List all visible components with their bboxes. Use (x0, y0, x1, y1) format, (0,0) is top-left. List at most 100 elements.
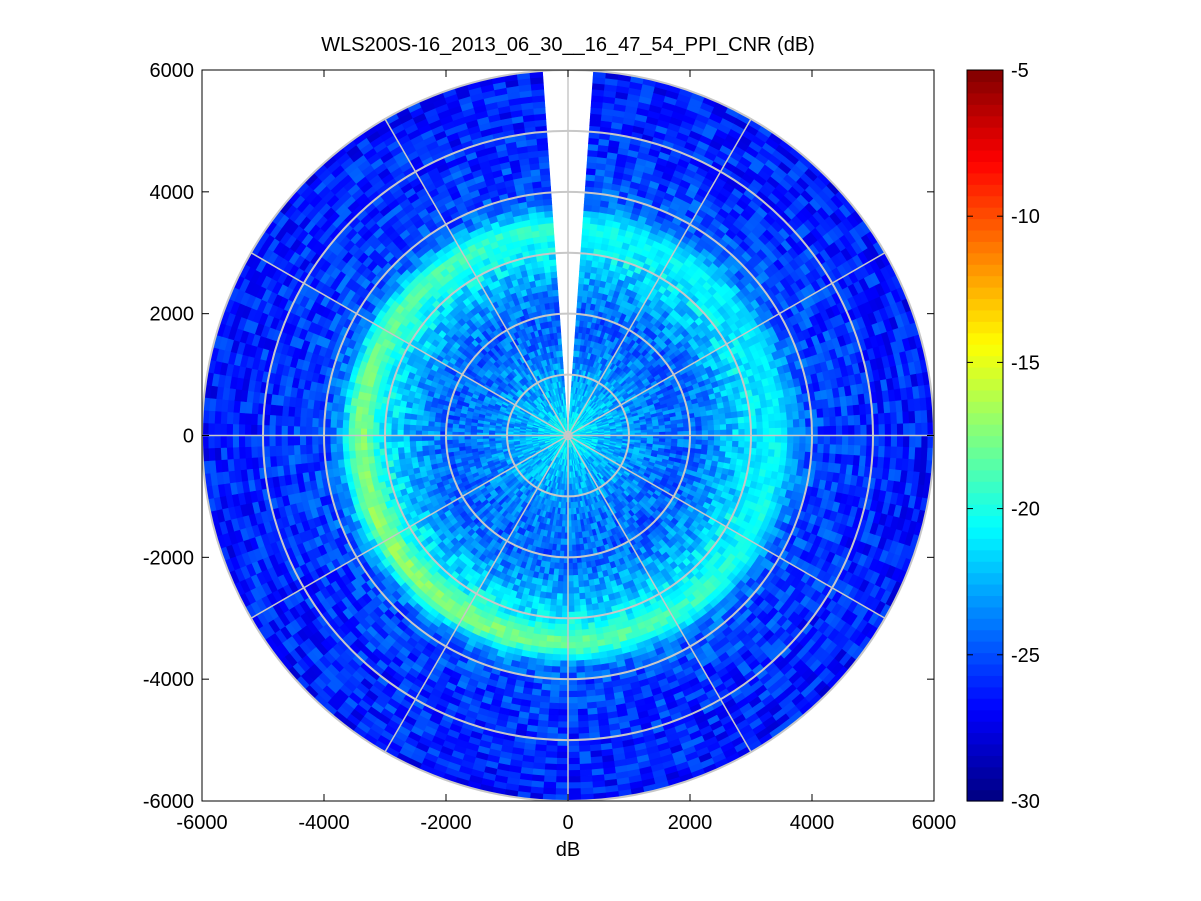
cnr-cell (579, 265, 587, 273)
cnr-cell (823, 435, 831, 445)
cnr-cell (707, 430, 715, 436)
cnr-cell (585, 259, 593, 267)
cnr-cell (878, 446, 886, 458)
cnr-cell (585, 167, 597, 176)
cnr-cell (713, 445, 721, 452)
cnr-cell (587, 149, 599, 158)
cnr-cell (767, 413, 776, 422)
cnr-cell (761, 448, 770, 457)
cnr-cell (768, 420, 776, 429)
cnr-cell (896, 435, 904, 448)
cnr-cell (829, 416, 837, 427)
cnr-cell (738, 429, 746, 436)
cnr-cell (842, 425, 849, 436)
cnr-cell (792, 443, 800, 452)
cnr-cell (793, 427, 801, 436)
cnr-cell (914, 447, 922, 461)
cnr-cell (736, 452, 745, 461)
cnr-cell (725, 417, 733, 425)
cnr-cell (712, 413, 721, 421)
cnr-cell (701, 425, 709, 432)
cnr-cell (719, 424, 727, 431)
cnr-cell (707, 424, 715, 431)
cnr-cell (835, 435, 843, 446)
cnr-cell (859, 445, 868, 457)
cnr-field (202, 70, 934, 801)
cnr-cell (828, 453, 837, 464)
cnr-cell (823, 444, 831, 455)
cnr-cell (878, 424, 886, 436)
cnr-cell (841, 444, 849, 456)
cnr-cell (828, 407, 837, 418)
cnr-cell (774, 427, 782, 436)
cnr-cell (713, 440, 721, 447)
cnr-cell (582, 216, 592, 224)
cnr-cell (581, 234, 590, 242)
cnr-cell (583, 204, 593, 212)
cnr-cell (671, 427, 679, 433)
cnr-cell (834, 453, 843, 465)
cnr-cell (786, 442, 794, 452)
cnr-cell (665, 427, 672, 433)
cnr-cell (762, 421, 770, 430)
cnr-cell (846, 405, 855, 417)
cnr-cell (840, 454, 849, 466)
cnr-cell (719, 418, 727, 426)
cnr-cell (896, 446, 904, 460)
cnr-cell (909, 423, 917, 436)
cnr-cell (823, 426, 831, 436)
cnr-cell (792, 419, 800, 428)
cnr-cell (762, 441, 770, 450)
cnr-cell (755, 448, 764, 457)
cnr-cell (588, 235, 597, 243)
cnr-cell (652, 428, 660, 433)
cnr-cell (695, 425, 703, 432)
cnr-cell (762, 435, 770, 443)
cnr-cell (707, 435, 715, 441)
cnr-cell (586, 155, 598, 164)
cnr-cell (762, 428, 770, 436)
cnr-cell (878, 413, 886, 425)
cnr-cell (829, 435, 837, 446)
cnr-cell (582, 210, 592, 218)
cnr-cell (823, 416, 831, 427)
cnr-cell (781, 435, 788, 444)
cnr-cell (731, 440, 740, 448)
cnr-cell (915, 422, 923, 436)
cnr-cell (730, 411, 739, 419)
cnr-cell (732, 429, 740, 436)
cnr-cell (754, 408, 763, 417)
cnr-cell (793, 435, 801, 444)
cnr-cell (738, 441, 746, 449)
cnr-cell (908, 447, 916, 461)
cnr-cell (725, 423, 733, 431)
cnr-cell (731, 423, 740, 431)
cnr-cell (816, 452, 824, 463)
cnr-cell (658, 428, 666, 433)
cnr-cell (701, 420, 709, 427)
cnr-cell (798, 451, 806, 461)
cnr-cell (914, 410, 922, 424)
cnr-cell (908, 410, 916, 424)
cnr-cell (714, 435, 721, 442)
cnr-cell (578, 277, 585, 285)
cnr-cell (853, 414, 861, 426)
cnr-cell (787, 435, 795, 444)
cnr-cell (720, 429, 727, 436)
cnr-cell (780, 419, 788, 429)
cnr-cell (896, 423, 904, 436)
cnr-cell (754, 454, 763, 463)
cnr-cell (585, 179, 596, 188)
cnr-cell (587, 241, 596, 249)
cnr-cell (799, 435, 807, 445)
cnr-cell (701, 439, 709, 446)
cnr-cell (713, 424, 721, 431)
cnr-cell (920, 410, 928, 424)
cnr-cell (835, 425, 843, 436)
cnr-cell (768, 435, 776, 444)
cnr-cell (884, 446, 892, 459)
cnr-cell (676, 423, 684, 429)
cnr-cell (848, 435, 856, 446)
cnr-cell (695, 439, 703, 446)
